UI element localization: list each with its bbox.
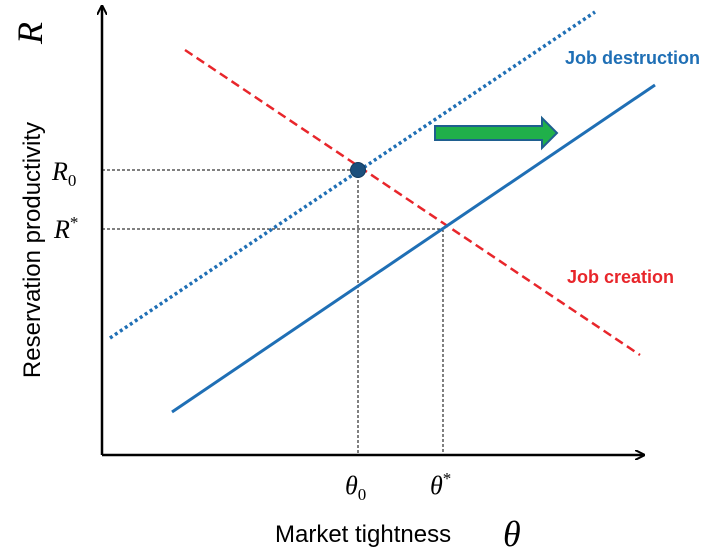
destruction-line (171, 83, 656, 414)
tick-base: R (53, 215, 70, 244)
x-tick-label: θ* (430, 469, 451, 500)
x-tick-label: θ0 (345, 471, 366, 504)
equilibrium-dot (350, 162, 366, 178)
tick-base: R (51, 157, 68, 186)
shift-arrow (434, 115, 559, 151)
y-axis-symbol: R (10, 22, 50, 45)
creation-line (184, 48, 641, 357)
creation-label: Job creation (567, 267, 674, 287)
tick-sub: 0 (68, 171, 77, 190)
y-tick-label: R0 (51, 157, 76, 190)
x-axis-symbol: θ (503, 514, 521, 554)
y-axis-label: Reservation productivity (19, 122, 46, 378)
tick-base: θ (430, 471, 443, 500)
x-axis-label: Market tightness (275, 521, 451, 548)
destruction-label: Job destruction (565, 48, 700, 68)
tick-base: θ (345, 471, 358, 500)
tick-sup: * (443, 469, 452, 488)
tick-sub: 0 (358, 485, 367, 504)
guides (102, 169, 444, 455)
y-tick-label: R* (53, 213, 78, 244)
old-destruction-line (109, 10, 596, 340)
tick-sup: * (70, 213, 79, 232)
